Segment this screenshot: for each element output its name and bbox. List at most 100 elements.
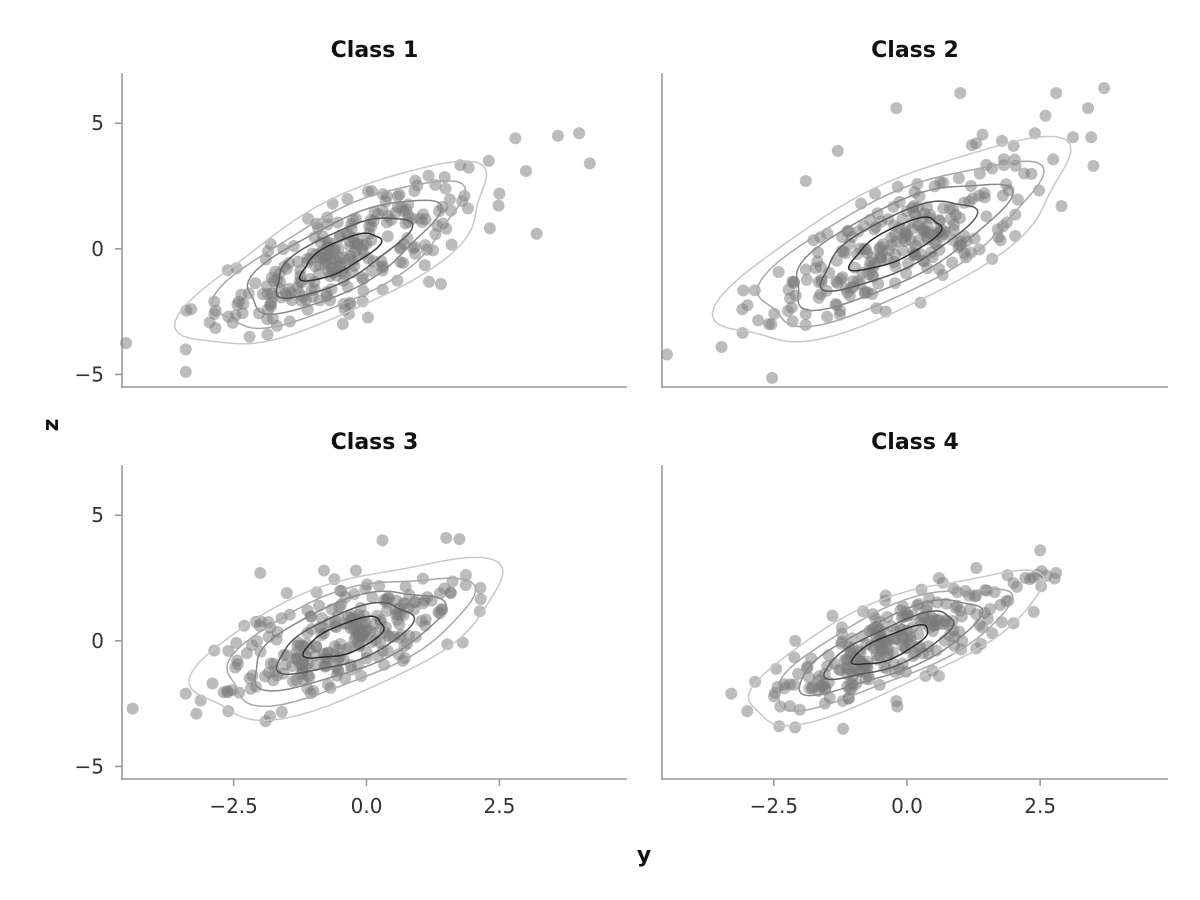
data-point [973,167,986,180]
data-point [772,265,785,278]
density-contour [188,556,504,722]
data-point [275,705,288,718]
data-point [1028,127,1041,140]
data-point [381,644,394,657]
data-point [326,197,339,210]
data-point [259,715,272,728]
data-point [981,612,994,625]
data-point [120,337,133,350]
data-point [986,627,999,640]
density-contour [819,200,979,293]
data-point [413,212,426,225]
data-point [185,303,198,316]
panel-title: Class 3 [331,430,419,455]
data-point [459,579,472,592]
data-point [440,531,453,544]
data-point [1039,109,1052,122]
data-point [318,564,330,577]
data-point [811,255,824,268]
data-point [799,263,812,276]
data-point [300,638,313,651]
data-point [799,308,812,321]
data-point [926,229,939,242]
y-tick-label: 0 [91,629,104,653]
data-point [821,310,834,323]
data-point [834,273,847,286]
data-point [402,215,415,228]
density-contour [254,590,447,692]
data-point [291,639,304,652]
panel-2: Class 2 [660,38,1168,388]
data-point [837,722,850,735]
data-point [365,264,378,277]
data-point [551,129,564,142]
data-point [433,607,446,620]
data-point [302,670,315,683]
data-point [349,564,362,577]
data-point [774,700,787,713]
data-point [249,615,262,628]
data-point [997,153,1010,166]
data-point [1055,200,1068,213]
data-point [264,300,277,313]
data-point [403,629,416,642]
x-tick-label: 0.0 [891,794,923,818]
data-point [294,264,307,277]
data-point [433,587,446,600]
data-point [408,596,421,609]
data-point [1027,605,1040,618]
data-point [781,305,794,318]
data-point [418,594,431,607]
data-point [660,348,673,361]
data-point [1050,87,1063,100]
data-point [397,597,410,610]
data-point [126,702,139,715]
point-cloud [120,159,505,350]
data-point [243,330,256,343]
data-point [208,644,221,657]
data-point [830,254,843,267]
density-contour [747,569,1045,727]
data-point [473,605,486,618]
x-tick-label: −2.5 [209,794,258,818]
data-point [474,593,487,606]
data-point [952,172,965,185]
data-point [914,296,927,309]
y-axis-label: z [39,419,64,432]
density-contour [246,199,443,315]
data-point [812,291,825,304]
point-series [799,82,1111,323]
y-tick-label: 0 [91,237,104,261]
data-point [768,307,781,320]
data-point [948,639,961,652]
data-point [916,222,929,235]
data-point [783,678,796,691]
data-point [419,239,432,252]
data-point [1098,82,1111,95]
data-point [1034,544,1047,557]
data-point [444,204,457,217]
data-point [261,328,274,341]
data-point [236,307,249,320]
data-point [932,572,945,585]
data-point [1087,159,1100,172]
data-point [766,371,779,384]
panel-4: Class 4 −2.5 0.0 2.5 [661,430,1168,818]
data-point [336,317,349,330]
data-point [462,161,475,174]
data-point [789,289,802,302]
data-point [863,624,876,637]
data-point [306,247,319,260]
data-point [940,597,953,610]
data-point [259,670,272,683]
data-point [1085,131,1098,144]
data-point [312,599,325,612]
data-point [179,343,192,356]
data-point [793,703,806,716]
data-point [397,256,410,269]
data-point [852,225,865,238]
data-point [858,242,871,255]
data-point [333,260,346,273]
data-point [254,567,267,580]
data-point [953,625,966,638]
